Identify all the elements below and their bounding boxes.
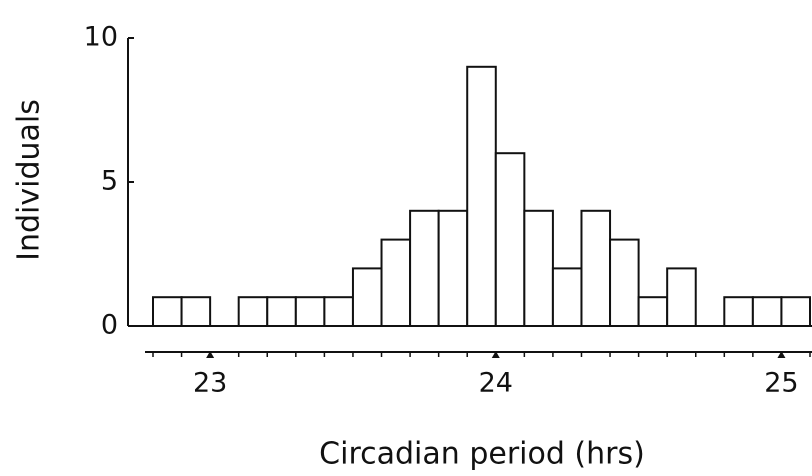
bar xyxy=(637,296,669,328)
x-axis-title: Circadian period (hrs) xyxy=(319,437,645,472)
bar xyxy=(266,296,297,328)
x-tick-label: 24 xyxy=(479,368,513,399)
x-tick xyxy=(206,351,215,358)
bar xyxy=(466,65,497,328)
bar xyxy=(380,238,412,328)
bar xyxy=(351,267,383,327)
bar xyxy=(751,296,783,328)
bar xyxy=(294,296,326,328)
bar xyxy=(523,209,554,327)
x-tick xyxy=(491,351,500,358)
bar xyxy=(494,152,526,327)
bar xyxy=(609,238,640,328)
bar xyxy=(580,209,612,327)
y-tick-label: 10 xyxy=(84,22,118,53)
bar xyxy=(323,296,354,328)
y-tick-label: 5 xyxy=(101,166,118,197)
bar xyxy=(237,296,269,328)
x-tick-label: 25 xyxy=(764,368,798,399)
bar xyxy=(551,267,583,327)
bar xyxy=(666,267,697,327)
bar xyxy=(780,296,811,328)
x-tick xyxy=(777,351,786,358)
y-axis-title: Individuals xyxy=(12,99,47,261)
bar xyxy=(180,296,212,328)
bar xyxy=(723,296,754,328)
bar xyxy=(437,209,469,327)
x-tick-label: 23 xyxy=(193,368,227,399)
bar xyxy=(409,209,440,327)
bar xyxy=(152,296,183,328)
y-tick-label: 0 xyxy=(101,310,118,341)
